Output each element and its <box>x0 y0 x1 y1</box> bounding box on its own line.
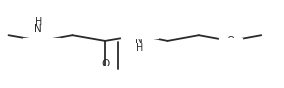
Text: O: O <box>101 59 109 69</box>
Text: H: H <box>35 17 42 27</box>
Text: N: N <box>34 24 42 34</box>
Text: H: H <box>135 43 143 53</box>
Text: O: O <box>226 36 234 46</box>
Text: N: N <box>135 35 143 45</box>
